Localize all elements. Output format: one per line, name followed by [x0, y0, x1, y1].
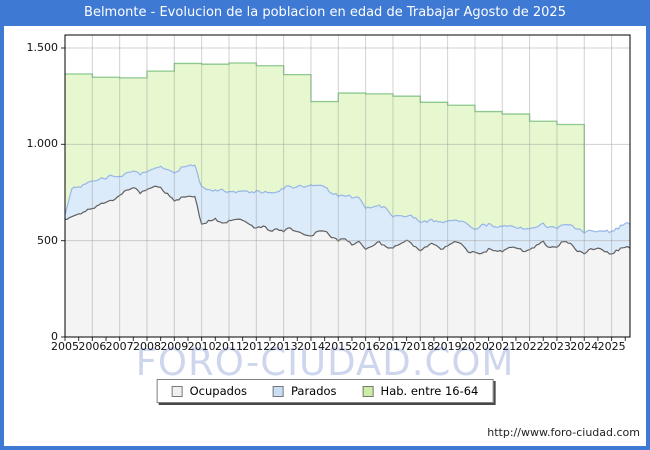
x-axis-label: 2013: [269, 340, 298, 353]
legend-label: Ocupados: [189, 384, 247, 398]
legend-swatch-icon: [272, 385, 284, 397]
x-axis-label: 2025: [597, 340, 626, 353]
x-axis-label: 2018: [406, 340, 435, 353]
x-axis-label: 2006: [78, 340, 107, 353]
x-axis-label: 2009: [160, 340, 189, 353]
legend-swatch-icon: [362, 385, 374, 397]
x-axis-label: 2015: [324, 340, 353, 353]
legend-label: Hab. entre 16-64: [380, 384, 479, 398]
y-axis-label: 500: [37, 233, 58, 247]
chart-legend: Ocupados Parados Hab. entre 16-64: [156, 379, 494, 403]
y-axis-label: 1.500: [26, 41, 59, 54]
y-axis-label: 1.000: [26, 137, 59, 151]
legend-label: Parados: [290, 384, 337, 398]
x-axis-label: 2016: [351, 340, 380, 353]
x-axis-label: 2024: [570, 340, 599, 353]
legend-item-ocupados: Ocupados: [171, 384, 247, 398]
x-axis-label: 2022: [515, 340, 544, 353]
x-axis-label: 2012: [242, 340, 271, 353]
y-axis-label: 0: [51, 330, 58, 343]
x-axis-label: 2023: [542, 340, 571, 353]
x-axis-label: 2010: [187, 340, 216, 353]
x-axis-label: 2021: [488, 340, 517, 353]
x-axis-label: 2011: [214, 340, 243, 353]
x-axis-label: 2008: [132, 340, 161, 353]
footer-url: http://www.foro-ciudad.com: [487, 426, 640, 439]
x-axis-label: 2017: [378, 340, 407, 353]
x-axis-label: 2007: [105, 340, 134, 353]
x-axis-label: 2014: [296, 340, 325, 353]
legend-swatch-icon: [171, 385, 183, 397]
page-title: Belmonte - Evolucion de la poblacion en …: [0, 0, 650, 26]
x-axis-label: 2020: [460, 340, 489, 353]
x-axis-label: 2019: [433, 340, 462, 353]
x-axis-label: 2005: [51, 340, 79, 353]
legend-item-parados: Parados: [272, 384, 337, 398]
legend-item-hab-entre-16-64: Hab. entre 16-64: [362, 384, 479, 398]
watermark: FORO-CIUDAD.COM: [135, 341, 515, 384]
